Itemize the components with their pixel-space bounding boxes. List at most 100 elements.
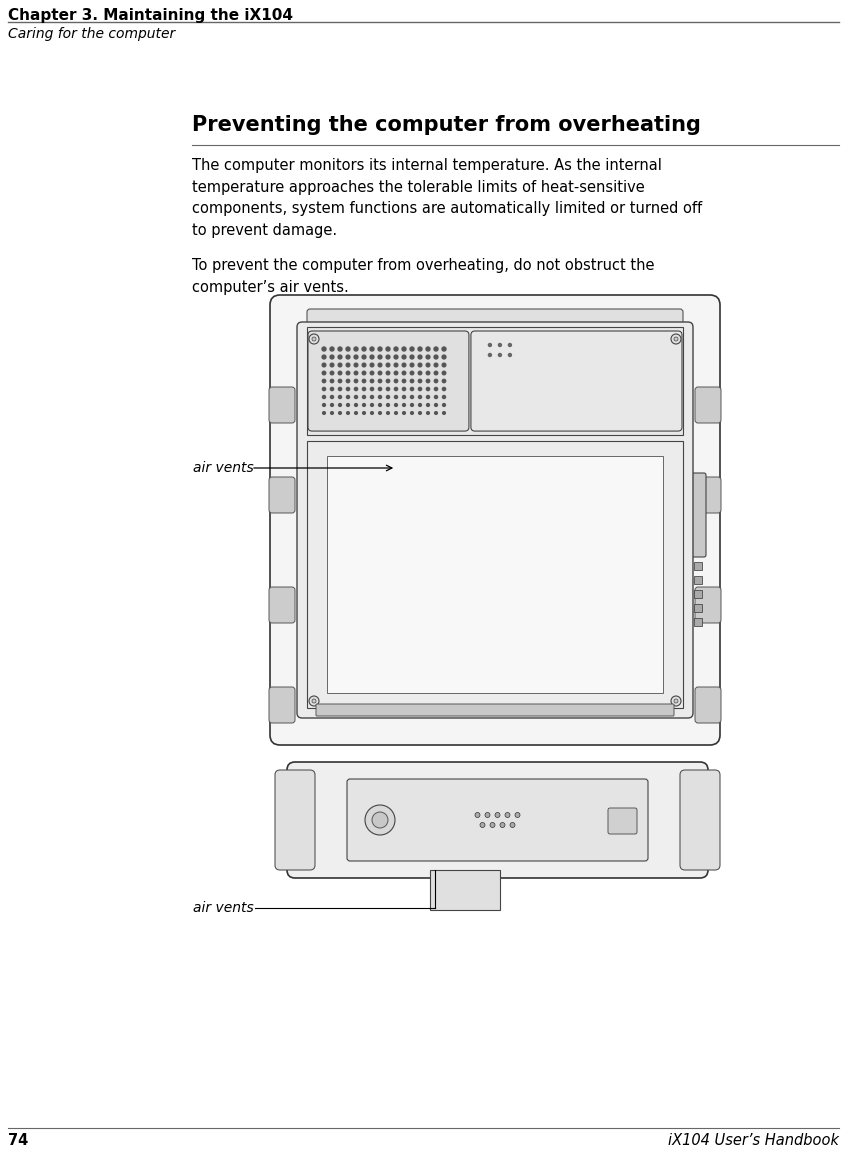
- Circle shape: [312, 699, 316, 703]
- Circle shape: [394, 346, 398, 351]
- Circle shape: [379, 395, 381, 398]
- Circle shape: [362, 355, 366, 359]
- Circle shape: [309, 696, 319, 706]
- Circle shape: [370, 346, 374, 351]
- Circle shape: [489, 353, 491, 357]
- Circle shape: [435, 379, 438, 382]
- Circle shape: [498, 353, 501, 357]
- Circle shape: [395, 379, 398, 382]
- Ellipse shape: [365, 805, 395, 835]
- Circle shape: [442, 346, 446, 351]
- Circle shape: [362, 346, 366, 351]
- Circle shape: [323, 395, 325, 398]
- Circle shape: [410, 363, 414, 367]
- Circle shape: [322, 363, 326, 367]
- Circle shape: [411, 411, 413, 415]
- Circle shape: [370, 395, 374, 398]
- Circle shape: [386, 395, 390, 398]
- Circle shape: [370, 387, 374, 390]
- Circle shape: [346, 363, 350, 367]
- Circle shape: [363, 363, 366, 367]
- Bar: [694, 576, 702, 584]
- Circle shape: [330, 346, 334, 351]
- Circle shape: [671, 334, 681, 344]
- Circle shape: [322, 346, 326, 351]
- FancyBboxPatch shape: [680, 770, 720, 870]
- Circle shape: [435, 403, 437, 407]
- Circle shape: [379, 379, 382, 382]
- Circle shape: [323, 403, 325, 407]
- Circle shape: [354, 371, 357, 374]
- Circle shape: [363, 371, 366, 374]
- Circle shape: [402, 395, 406, 398]
- Text: 74: 74: [8, 1133, 28, 1148]
- Circle shape: [330, 395, 334, 398]
- Circle shape: [379, 371, 382, 374]
- Circle shape: [371, 411, 374, 415]
- Text: The computer monitors its internal temperature. As the internal
temperature appr: The computer monitors its internal tempe…: [192, 158, 702, 238]
- FancyBboxPatch shape: [269, 477, 295, 513]
- Circle shape: [411, 403, 413, 407]
- Circle shape: [426, 355, 430, 359]
- Circle shape: [515, 812, 520, 818]
- Circle shape: [442, 387, 446, 390]
- Circle shape: [363, 411, 365, 415]
- FancyBboxPatch shape: [695, 477, 721, 513]
- Bar: [694, 590, 702, 598]
- Circle shape: [426, 379, 429, 382]
- Circle shape: [346, 387, 350, 390]
- Circle shape: [410, 379, 413, 382]
- Circle shape: [418, 371, 422, 374]
- Circle shape: [330, 355, 334, 359]
- Circle shape: [379, 411, 381, 415]
- Circle shape: [346, 395, 350, 398]
- Circle shape: [410, 346, 414, 351]
- Circle shape: [442, 371, 446, 374]
- Text: air vents: air vents: [193, 901, 254, 915]
- Circle shape: [330, 411, 334, 415]
- Circle shape: [354, 346, 358, 351]
- Circle shape: [370, 363, 374, 367]
- Circle shape: [495, 812, 500, 818]
- Circle shape: [435, 411, 437, 415]
- Bar: [430, 870, 500, 910]
- Circle shape: [443, 403, 446, 407]
- FancyBboxPatch shape: [275, 770, 315, 870]
- FancyBboxPatch shape: [347, 778, 648, 860]
- Circle shape: [490, 822, 495, 827]
- Circle shape: [339, 387, 341, 390]
- Circle shape: [427, 395, 429, 398]
- Circle shape: [426, 387, 429, 390]
- FancyBboxPatch shape: [471, 331, 682, 431]
- Circle shape: [386, 346, 390, 351]
- Circle shape: [322, 371, 326, 374]
- Circle shape: [500, 822, 505, 827]
- FancyBboxPatch shape: [695, 687, 721, 723]
- Circle shape: [426, 346, 430, 351]
- FancyBboxPatch shape: [269, 587, 295, 623]
- FancyBboxPatch shape: [297, 322, 693, 718]
- Text: iX104 User’s Handbook: iX104 User’s Handbook: [668, 1133, 839, 1148]
- Bar: [307, 441, 683, 708]
- Circle shape: [442, 379, 446, 382]
- Circle shape: [323, 379, 326, 382]
- Text: Preventing the computer from overheating: Preventing the computer from overheating: [192, 116, 700, 135]
- Circle shape: [346, 371, 350, 374]
- Circle shape: [323, 411, 325, 415]
- Circle shape: [418, 403, 422, 407]
- Circle shape: [346, 346, 350, 351]
- Circle shape: [338, 346, 342, 351]
- FancyBboxPatch shape: [269, 687, 295, 723]
- Circle shape: [418, 411, 421, 415]
- FancyBboxPatch shape: [695, 587, 721, 623]
- Circle shape: [489, 343, 491, 346]
- Text: air vents: air vents: [193, 461, 254, 475]
- Circle shape: [322, 355, 326, 359]
- Circle shape: [510, 822, 515, 827]
- Circle shape: [338, 363, 342, 367]
- Circle shape: [346, 355, 350, 359]
- Circle shape: [674, 337, 678, 341]
- Circle shape: [378, 355, 382, 359]
- Bar: [307, 327, 683, 435]
- Circle shape: [386, 363, 390, 367]
